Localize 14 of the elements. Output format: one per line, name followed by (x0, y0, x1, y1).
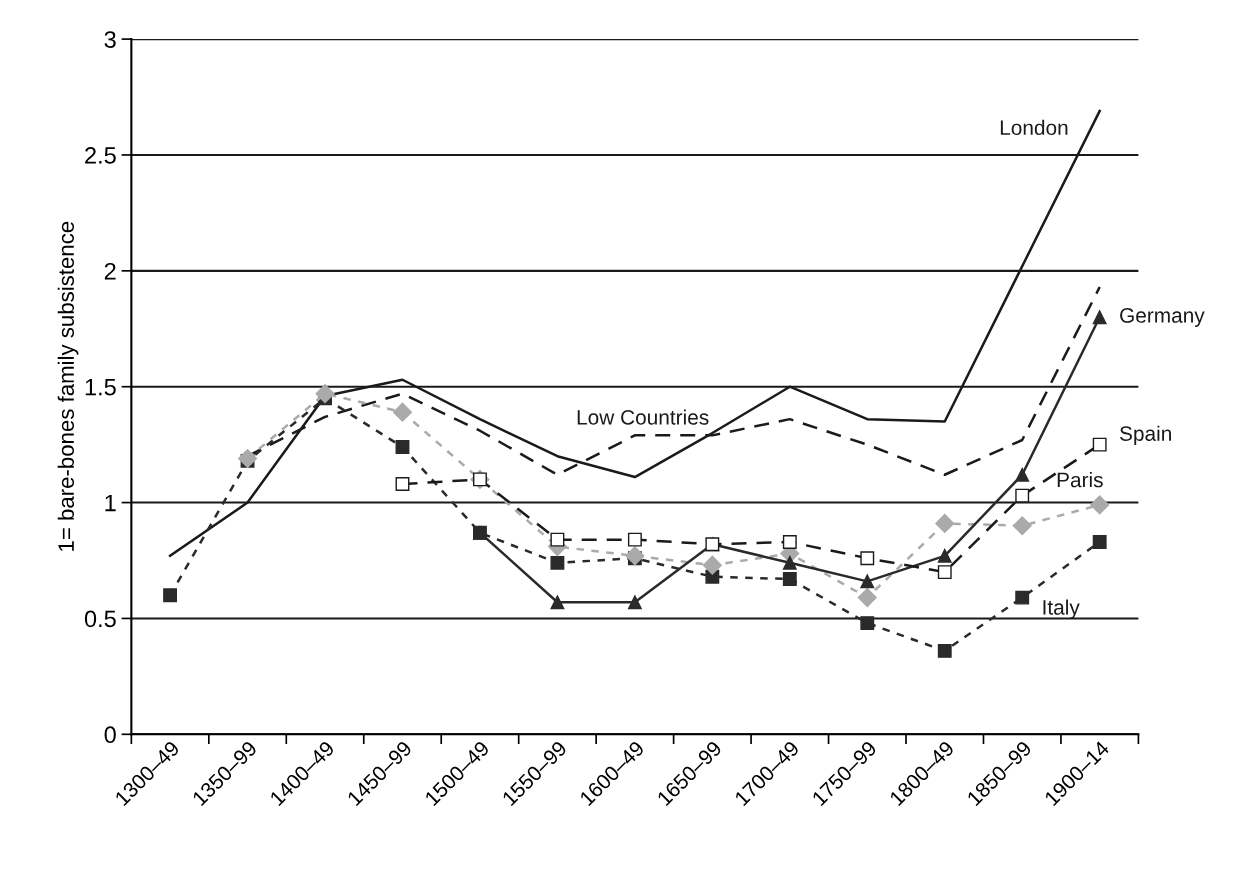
y-tick-label: 3 (104, 31, 116, 48)
y-tick-label: 0.5 (84, 610, 116, 628)
y-tick-label: 1.5 (85, 379, 116, 396)
series-label: Low Countries (577, 409, 709, 425)
y-axis-title: 1= bare-bones family subsistence (57, 221, 79, 551)
y-tick-label: 1 (105, 494, 116, 512)
y-tick-label: 2 (104, 262, 116, 280)
y-tick-label: 0 (104, 726, 116, 744)
series-label: Spain (1119, 425, 1171, 446)
series-label: Germany (1120, 308, 1205, 327)
series-label: Paris (1057, 472, 1103, 488)
series-label: Italy (1043, 599, 1080, 619)
y-tick-label: 2.5 (85, 147, 116, 164)
series-label: London (1000, 119, 1068, 136)
